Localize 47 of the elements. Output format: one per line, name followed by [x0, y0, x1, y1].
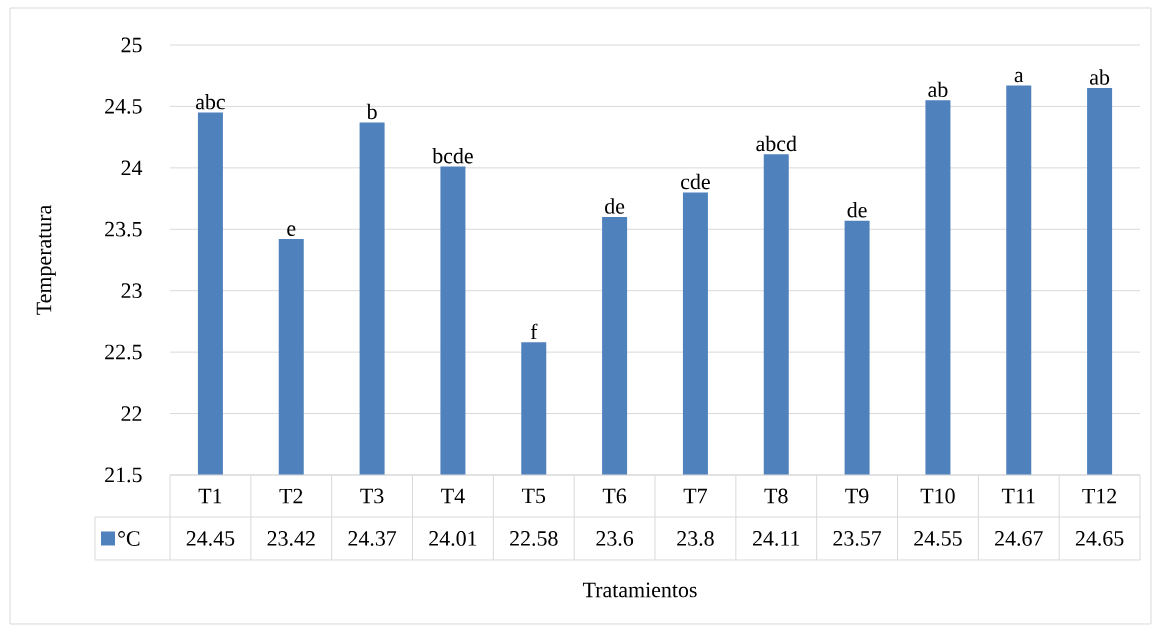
- data-label: 24.45: [186, 531, 235, 546]
- y-tick-label: 24.5: [105, 99, 142, 114]
- x-tick-label: T3: [360, 488, 384, 504]
- y-axis-title: Temperatura: [36, 205, 56, 315]
- data-label: 23.6: [596, 531, 634, 546]
- annotation: ab: [928, 81, 948, 98]
- y-tick-label: 21.5: [105, 467, 142, 483]
- annotation: ab: [1090, 69, 1110, 85]
- annotation: abc: [195, 93, 225, 110]
- x-tick-label: T5: [521, 488, 546, 504]
- x-tick-label: T6: [602, 488, 627, 504]
- annotation: abcd: [756, 135, 797, 152]
- annotation: a: [1014, 71, 1024, 83]
- annotation: e: [287, 225, 296, 236]
- data-label: 24.01: [429, 531, 477, 546]
- annotation: de: [847, 202, 867, 218]
- x-tick-label: T9: [845, 488, 869, 504]
- x-tick-label: T10: [920, 488, 955, 504]
- data-label: 24.11: [752, 531, 800, 546]
- x-tick-label: T8: [764, 488, 788, 504]
- data-label: 22.58: [510, 531, 558, 546]
- annotation: de: [605, 198, 625, 214]
- y-tick-label: 24: [121, 160, 143, 176]
- data-label: 23.42: [267, 531, 315, 546]
- data-label: 23.8: [677, 531, 714, 546]
- annotation: f: [530, 323, 538, 340]
- data-label: 24.67: [995, 531, 1043, 546]
- data-label: 24.37: [348, 531, 397, 546]
- x-axis-title: Tratamientos: [582, 582, 697, 598]
- annotation: cde: [681, 173, 710, 190]
- data-label: 23.57: [833, 531, 882, 546]
- annotation: bcde: [432, 148, 473, 164]
- annotation: b: [366, 103, 377, 120]
- y-tick-label: 23: [121, 283, 142, 299]
- x-tick-label: T12: [1082, 488, 1117, 504]
- y-tick-label: 22.5: [105, 344, 142, 360]
- x-tick-label: T1: [198, 488, 222, 504]
- x-tick-label: T7: [683, 488, 707, 504]
- x-tick-label: T2: [279, 488, 303, 504]
- y-tick-label: 22: [121, 406, 142, 421]
- data-label: 24.55: [914, 531, 962, 546]
- x-tick-label: T4: [441, 488, 465, 504]
- legend-label: °C: [118, 531, 140, 546]
- data-label: 24.65: [1075, 531, 1124, 546]
- x-tick-label: T11: [1001, 488, 1035, 504]
- y-tick-label: 25: [121, 37, 142, 53]
- y-tick-label: 23.5: [105, 221, 142, 237]
